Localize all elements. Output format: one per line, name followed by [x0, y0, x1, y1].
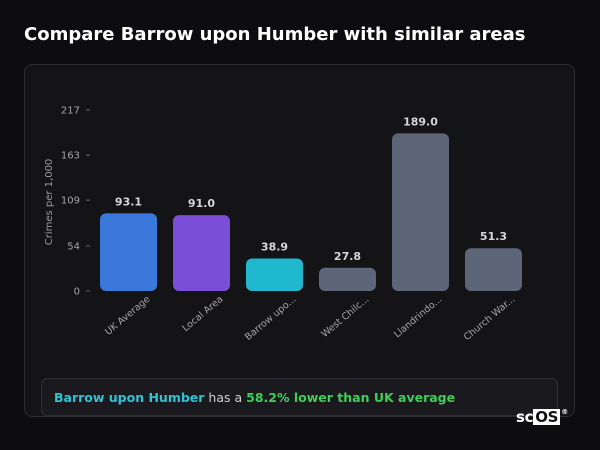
bar [392, 133, 449, 291]
logo-prefix: sc [516, 408, 534, 426]
y-tick-label: 163 [61, 151, 80, 162]
x-tick-label: Church War... [462, 294, 518, 343]
bar-value-label: 189.0 [403, 115, 438, 128]
logo-boxed: OS [533, 408, 561, 426]
bar-value-label: 27.8 [334, 250, 361, 263]
bar [173, 215, 230, 291]
x-tick-label: Llandrindo... [392, 294, 444, 340]
page-title: Compare Barrow upon Humber with similar … [24, 24, 526, 45]
y-tick-label: 0 [74, 287, 80, 298]
bar-value-label: 93.1 [115, 195, 142, 208]
logo-mark: ® [561, 408, 568, 416]
bar-value-label: 38.9 [261, 241, 288, 254]
x-tick-label: West Chilc... [319, 294, 371, 340]
x-tick-label: UK Average [103, 294, 152, 338]
insight-banner: Barrow upon Humber has a 58.2% lower tha… [41, 378, 558, 416]
x-tick-label: Local Area [180, 294, 225, 334]
y-tick-label: 217 [61, 106, 80, 117]
y-tick-label: 54 [67, 241, 80, 252]
bar-value-label: 51.3 [480, 230, 507, 243]
insight-highlight: 58.2% lower than UK average [246, 389, 456, 405]
y-tick-label: 109 [61, 196, 80, 207]
scos-logo: sc OS ® [516, 408, 568, 426]
bar [100, 213, 157, 291]
x-tick-label: Barrow upo... [243, 294, 298, 343]
y-axis-label: Crimes per 1,000 [44, 159, 55, 246]
insight-middle-text: has a [204, 389, 247, 405]
bar [246, 258, 303, 291]
bar [465, 248, 522, 291]
bar-value-label: 91.0 [188, 197, 215, 210]
insight-area-name: Barrow upon Humber [54, 389, 205, 405]
bar [319, 267, 376, 291]
